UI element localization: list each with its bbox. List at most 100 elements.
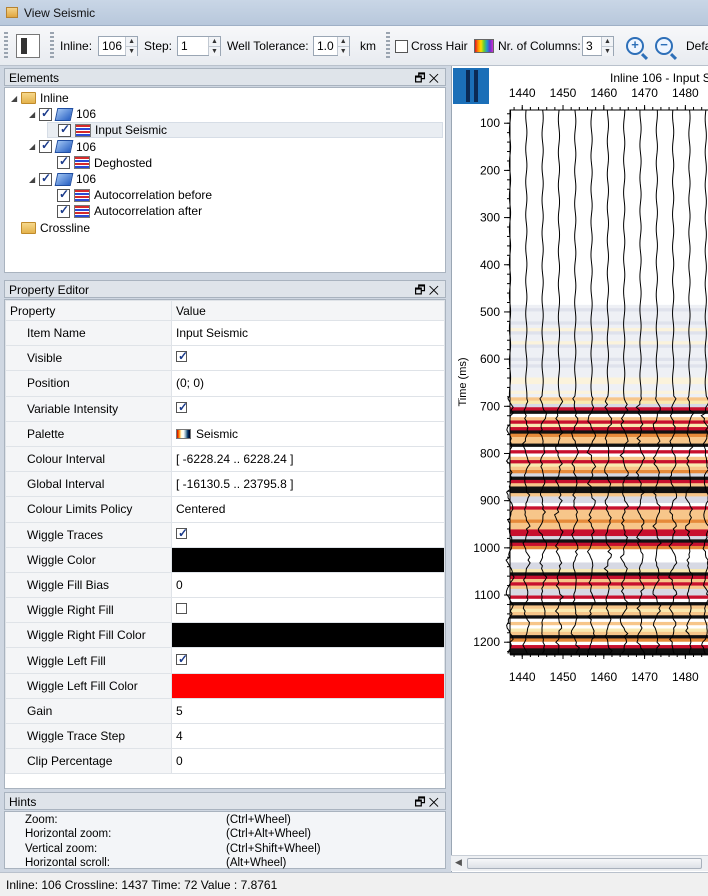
- property-value[interactable]: [171, 597, 445, 624]
- property-row[interactable]: Global Interval[ -16130.5 .. 23795.8 ]: [5, 471, 445, 498]
- tree-item[interactable]: ◢ 106: [29, 171, 96, 187]
- float-icon[interactable]: 🗗: [414, 283, 429, 297]
- well-tolerance-value[interactable]: 1.0: [317, 39, 334, 53]
- spin-down-icon[interactable]: ▼: [209, 46, 220, 56]
- elements-tree[interactable]: ◢Inline◢106Input Seismic◢106Deghosted◢10…: [4, 87, 446, 273]
- property-row[interactable]: Colour Interval[ -6228.24 .. 6228.24 ]: [5, 445, 445, 473]
- columns-spinbox[interactable]: 3 ▲ ▼: [582, 36, 614, 56]
- tree-item[interactable]: Autocorrelation after: [47, 203, 202, 219]
- step-spinbox[interactable]: 1 ▲ ▼: [177, 36, 221, 56]
- property-checkbox[interactable]: [176, 400, 188, 414]
- expand-arrow-icon[interactable]: ◢: [11, 93, 18, 103]
- property-value[interactable]: Centered: [171, 496, 445, 523]
- property-value[interactable]: 0: [171, 571, 445, 599]
- tree-item-checkbox[interactable]: [39, 106, 52, 121]
- color-swatch[interactable]: [171, 622, 445, 649]
- close-icon[interactable]: ✕: [428, 71, 442, 85]
- spin-down-icon[interactable]: ▼: [337, 46, 349, 56]
- tree-item[interactable]: ◢ Inline: [11, 90, 69, 106]
- horizontal-scrollbar[interactable]: ◀: [451, 855, 708, 871]
- crosshair-checkbox[interactable]: [395, 39, 408, 53]
- property-value[interactable]: 0: [171, 748, 445, 775]
- property-value[interactable]: 5: [171, 697, 445, 725]
- expand-arrow-icon[interactable]: ◢: [29, 142, 36, 152]
- tree-item-checkbox[interactable]: [57, 203, 70, 218]
- close-icon[interactable]: ✕: [428, 795, 442, 809]
- property-value[interactable]: 4: [171, 722, 445, 750]
- property-value[interactable]: Input Seismic: [171, 319, 445, 347]
- property-row[interactable]: Wiggle Left Fill Color: [5, 672, 445, 699]
- spin-up-icon[interactable]: ▲: [209, 37, 220, 46]
- property-row[interactable]: Visible: [5, 345, 445, 372]
- property-checkbox[interactable]: [176, 526, 188, 540]
- property-row[interactable]: Wiggle Traces: [5, 521, 445, 548]
- property-value[interactable]: Seismic: [171, 420, 445, 447]
- property-checkbox[interactable]: [176, 652, 188, 666]
- property-row[interactable]: Position (0; 0): [5, 370, 445, 397]
- spin-up-icon[interactable]: ▲: [126, 37, 138, 46]
- spin-up-icon[interactable]: ▲: [602, 37, 613, 46]
- toolbar-grip[interactable]: [50, 32, 54, 60]
- spin-down-icon[interactable]: ▼: [602, 46, 613, 56]
- spin-down-icon[interactable]: ▼: [126, 46, 138, 56]
- property-value[interactable]: [ -6228.24 .. 6228.24 ]: [171, 445, 445, 473]
- toggle-panel-button[interactable]: [16, 34, 40, 58]
- tree-item[interactable]: ◢ 106: [29, 106, 96, 122]
- inline-spinbox[interactable]: 106 ▲ ▼: [98, 36, 139, 56]
- toolbar-grip[interactable]: [4, 32, 8, 60]
- property-row[interactable]: Gain 5: [5, 697, 445, 725]
- spin-up-icon[interactable]: ▲: [337, 37, 349, 46]
- expand-arrow-icon[interactable]: ◢: [29, 109, 36, 119]
- seismic-plot[interactable]: Inline 106 - Input S 1440 1440 1450 1450 1460…: [452, 66, 708, 696]
- property-row[interactable]: Wiggle Right Fill Color: [5, 622, 445, 649]
- close-icon[interactable]: ✕: [428, 283, 442, 297]
- property-value[interactable]: [171, 345, 445, 372]
- tree-item-checkbox[interactable]: [39, 138, 52, 154]
- default-button[interactable]: Defa: [686, 39, 708, 53]
- step-value[interactable]: 1: [181, 39, 188, 53]
- property-row[interactable]: Wiggle Left Fill: [5, 647, 445, 674]
- tree-item[interactable]: Input Seismic: [47, 122, 443, 139]
- property-row[interactable]: Item Name Input Seismic: [5, 319, 445, 347]
- property-value[interactable]: [171, 395, 445, 422]
- tree-item[interactable]: Crossline: [11, 220, 90, 236]
- tree-item[interactable]: Deghosted: [47, 154, 152, 171]
- tree-item-checkbox[interactable]: [57, 187, 70, 202]
- property-value[interactable]: [171, 647, 445, 674]
- property-row[interactable]: Wiggle Trace Step 4: [5, 722, 445, 750]
- zoom-in-icon[interactable]: +: [626, 37, 644, 55]
- well-tolerance-spinbox[interactable]: 1.0 ▲ ▼: [313, 36, 350, 56]
- property-value[interactable]: [ -16130.5 .. 23795.8 ]: [171, 471, 445, 498]
- seismic-viewer[interactable]: Inline 106 - Input S 1440 1440 1450 1450 1460…: [451, 66, 708, 872]
- property-checkbox[interactable]: [176, 349, 188, 363]
- value-column-header[interactable]: Value: [171, 300, 445, 321]
- property-checkbox[interactable]: [176, 603, 187, 615]
- property-row[interactable]: Wiggle Right Fill: [5, 597, 445, 624]
- property-row[interactable]: Variable Intensity: [5, 395, 445, 422]
- property-value[interactable]: [171, 521, 445, 548]
- property-row[interactable]: Wiggle Color: [5, 546, 445, 573]
- toolbar-grip[interactable]: [386, 32, 390, 60]
- color-swatch[interactable]: [171, 672, 445, 699]
- tree-item-checkbox[interactable]: [39, 171, 52, 186]
- tree-item-checkbox[interactable]: [58, 122, 71, 137]
- tree-item[interactable]: ◢ 106: [29, 138, 96, 155]
- property-row[interactable]: Wiggle Fill Bias 0: [5, 571, 445, 599]
- inline-value[interactable]: 106: [102, 39, 123, 53]
- scroll-thumb[interactable]: [467, 858, 702, 869]
- property-value[interactable]: (0; 0): [171, 370, 445, 397]
- scroll-left-icon[interactable]: ◀: [455, 857, 462, 867]
- color-swatch[interactable]: [171, 546, 445, 573]
- palette-icon[interactable]: [474, 39, 494, 53]
- property-row[interactable]: Colour Limits Policy Centered: [5, 496, 445, 523]
- float-icon[interactable]: 🗗: [414, 71, 429, 85]
- tree-item[interactable]: Autocorrelation before: [47, 187, 212, 203]
- columns-value[interactable]: 3: [586, 39, 593, 53]
- expand-arrow-icon[interactable]: ◢: [29, 174, 36, 184]
- zoom-out-icon[interactable]: −: [655, 37, 673, 55]
- float-icon[interactable]: 🗗: [414, 795, 429, 809]
- tree-item-checkbox[interactable]: [57, 154, 70, 170]
- property-column-header[interactable]: Property: [5, 300, 172, 321]
- property-row[interactable]: Clip Percentage 0: [5, 748, 445, 775]
- property-row[interactable]: Palette Seismic: [5, 420, 445, 447]
